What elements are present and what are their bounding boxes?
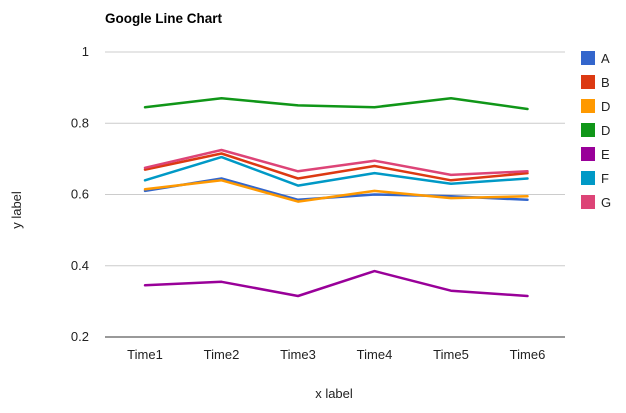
y-tick-label: 1 [82,44,89,59]
legend-swatch [581,195,595,209]
series-line-e-4 [143,269,529,298]
legend-label: G [601,195,611,210]
y-tick-label: 0.2 [71,329,89,344]
legend-label: D [601,99,610,114]
series-line-f-5 [143,155,529,187]
legend-label: F [601,171,609,186]
legend-swatch [581,51,595,65]
x-tick-label: Time3 [280,347,316,362]
y-axis-title: y label [9,191,24,229]
y-tick-label: 0.8 [71,115,89,130]
x-tick-label: Time2 [204,347,240,362]
x-tick-label: Time5 [433,347,469,362]
series-line-d-3 [143,97,529,111]
y-axis-ticks: 0.2 0.4 0.6 0.8 1 [71,44,89,344]
legend-label: D [601,123,610,138]
legend-label: E [601,147,610,162]
legend-label: A [601,51,610,66]
series-lines [143,97,529,298]
series-line-d-2 [143,179,529,203]
chart-title: Google Line Chart [105,11,223,26]
x-tick-label: Time6 [510,347,546,362]
y-tick-label: 0.4 [71,258,89,273]
series-line-b-1 [143,152,529,182]
x-tick-label: Time4 [357,347,393,362]
legend-label: B [601,75,610,90]
y-tick-label: 0.6 [71,187,89,202]
legend-swatch [581,147,595,161]
legend-swatch [581,75,595,89]
legend-swatch [581,123,595,137]
gridlines [105,51,565,338]
series-line-g-6 [143,148,529,177]
x-tick-label: Time1 [127,347,163,362]
legend-swatch [581,99,595,113]
x-axis-title: x label [315,386,353,401]
legend-swatch [581,171,595,185]
x-axis-ticks: Time1 Time2 Time3 Time4 Time5 Time6 [127,347,545,362]
